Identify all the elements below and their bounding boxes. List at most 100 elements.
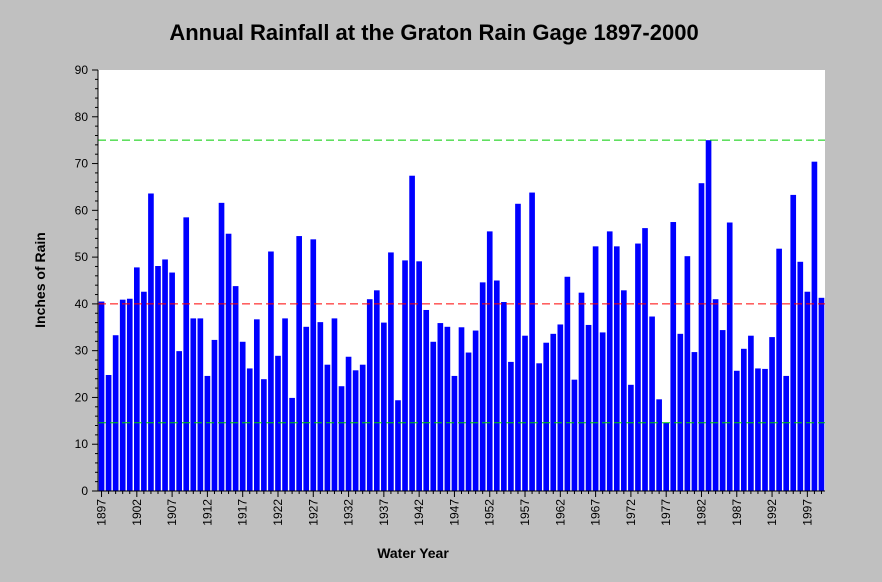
bar-1925 [296, 236, 302, 491]
bar-1944 [430, 341, 437, 491]
bar-1904 [148, 193, 154, 492]
x-tick-label-1937: 1937 [377, 499, 391, 526]
bar-1986 [726, 222, 733, 491]
bar-1993 [776, 248, 782, 491]
bar-1956 [515, 203, 521, 491]
y-tick-label-0: 0 [81, 484, 88, 498]
bar-1973 [635, 243, 641, 491]
bar-1998 [811, 161, 818, 491]
bar-1971 [621, 290, 627, 491]
x-tick-label-1912: 1912 [200, 499, 214, 526]
bar-1968 [599, 332, 606, 491]
bar-1906 [162, 259, 168, 491]
bars-group [98, 140, 825, 492]
bar-1996 [797, 261, 804, 491]
bar-1935 [366, 299, 373, 491]
bar-1897 [98, 301, 105, 491]
y-tick-label-20: 20 [75, 390, 89, 404]
bar-1959 [536, 363, 542, 491]
bar-1918 [246, 368, 253, 491]
bar-1962 [557, 324, 564, 491]
bar-1991 [762, 368, 768, 491]
bar-1939 [395, 400, 401, 491]
chart-title: Annual Rainfall at the Graton Rain Gage … [169, 20, 698, 45]
bar-1965 [578, 292, 585, 491]
y-tick-label-40: 40 [75, 297, 89, 311]
bar-1972 [628, 384, 634, 491]
x-tick-label-1997: 1997 [800, 499, 814, 526]
bar-1938 [388, 252, 394, 491]
bar-1957 [522, 335, 528, 491]
bar-1936 [373, 290, 380, 491]
x-tick-label-1907: 1907 [165, 499, 179, 526]
bar-1908 [176, 351, 182, 491]
bar-1955 [508, 361, 514, 491]
x-tick-label-1927: 1927 [306, 499, 320, 526]
bar-1921 [268, 251, 274, 491]
bar-1933 [352, 370, 359, 491]
x-tick-label-1987: 1987 [730, 499, 744, 526]
bar-1970 [613, 246, 620, 491]
x-tick-label-1977: 1977 [659, 499, 673, 526]
bar-1909 [183, 217, 190, 491]
bar-1967 [592, 246, 599, 491]
bar-1926 [303, 326, 310, 491]
x-tick-label-1952: 1952 [483, 499, 497, 526]
bar-1931 [338, 386, 345, 491]
y-tick-label-80: 80 [75, 110, 89, 124]
bar-1915 [225, 233, 232, 491]
bar-1920 [261, 379, 267, 491]
bar-1948 [458, 327, 465, 491]
x-tick-label-1922: 1922 [271, 499, 285, 526]
x-tick-label-1917: 1917 [236, 499, 250, 526]
bar-1992 [769, 337, 775, 491]
bar-1898 [105, 374, 112, 491]
y-tick-label-30: 30 [75, 344, 89, 358]
x-tick-label-1967: 1967 [589, 499, 603, 526]
bar-1963 [564, 276, 571, 491]
bar-1930 [331, 318, 338, 491]
bar-1947 [451, 375, 458, 491]
bar-1905 [155, 266, 161, 491]
bar-1997 [804, 291, 811, 491]
bar-1953 [493, 280, 500, 491]
y-tick-label-50: 50 [75, 250, 89, 264]
bar-1932 [345, 356, 352, 491]
x-tick-label-1942: 1942 [412, 499, 426, 526]
bar-1942 [416, 261, 422, 491]
bar-1980 [684, 256, 691, 491]
bar-1924 [289, 397, 295, 491]
bar-1950 [472, 330, 479, 491]
y-tick-label-70: 70 [75, 157, 89, 171]
bar-1952 [486, 231, 493, 491]
bar-1987 [733, 370, 740, 491]
bar-1994 [783, 375, 790, 491]
x-axis: 1897 1902 1907 1912 1917 1922 1927 1932 1937 1942… [95, 490, 825, 526]
bar-1988 [741, 348, 747, 491]
bar-1960 [543, 342, 550, 491]
y-tick-label-60: 60 [75, 203, 89, 217]
x-tick-label-1982: 1982 [694, 499, 708, 526]
bar-1974 [642, 228, 648, 492]
bar-1928 [317, 322, 324, 491]
bar-1966 [585, 324, 592, 491]
bar-1983 [705, 140, 712, 492]
x-tick-label-1902: 1902 [130, 499, 144, 526]
bar-1989 [748, 335, 754, 491]
bar-1917 [239, 341, 246, 491]
bar-1979 [677, 333, 684, 491]
bar-1903 [141, 291, 147, 491]
bar-1902 [134, 267, 140, 491]
x-tick-label-1932: 1932 [342, 499, 356, 526]
bar-1984 [712, 299, 719, 491]
bar-1943 [423, 309, 430, 491]
bar-1900 [119, 299, 126, 491]
bar-1977 [663, 422, 670, 491]
y-tick-label-90: 90 [75, 63, 89, 77]
bar-1934 [359, 364, 366, 491]
bar-1999 [818, 297, 825, 491]
bar-1958 [529, 192, 535, 491]
bar-1982 [698, 183, 705, 491]
x-tick-label-1992: 1992 [765, 499, 779, 526]
